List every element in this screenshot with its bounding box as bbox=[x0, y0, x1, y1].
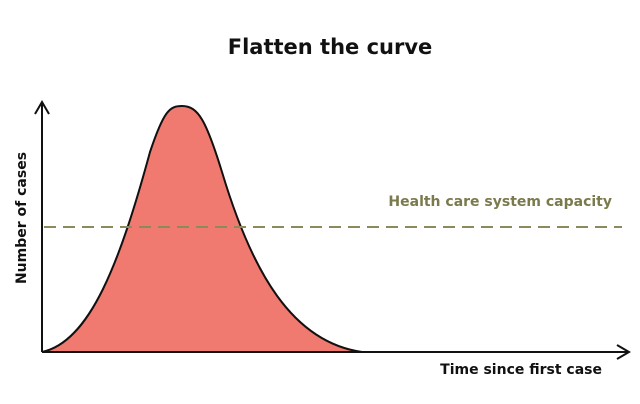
y-axis-label: Number of cases bbox=[14, 152, 30, 284]
epidemic-curve bbox=[41, 104, 363, 353]
x-axis-label: Time since first case bbox=[440, 362, 602, 378]
y-axis-arrow bbox=[34, 100, 50, 115]
title: Flatten the curve bbox=[228, 35, 433, 59]
x-axis-arrow bbox=[616, 344, 631, 360]
capacity-label: Health care system capacity bbox=[388, 194, 612, 210]
